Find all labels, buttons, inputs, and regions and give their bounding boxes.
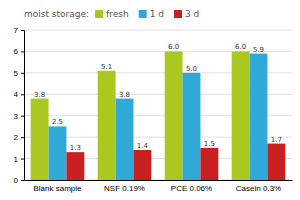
- data-label: 1.5: [204, 140, 215, 148]
- data-label: 6.0: [235, 43, 246, 51]
- legend-swatch: [95, 10, 103, 18]
- y-tick-label: 1: [14, 155, 19, 164]
- legend-label: 1 d: [150, 9, 164, 19]
- bar: [116, 99, 134, 180]
- bar: [200, 148, 218, 180]
- data-label: 3.8: [119, 91, 130, 99]
- data-label: 6.0: [168, 43, 179, 51]
- legend-swatch: [174, 10, 182, 18]
- x-axis-line: [25, 180, 293, 181]
- y-axis: 0 1 2 3 4 5 6 7: [14, 26, 25, 185]
- bar: [232, 51, 250, 180]
- grid-line: [24, 30, 292, 31]
- data-label: 5.9: [253, 46, 264, 54]
- x-tick: Blank sample: [33, 184, 82, 193]
- y-tick-label: 3: [14, 112, 19, 121]
- bar: [49, 126, 67, 180]
- y-axis-line: [21, 31, 25, 181]
- x-tick-label: PCE 0.06%: [171, 184, 212, 193]
- bar: [31, 99, 49, 180]
- y-tick: 3: [14, 112, 24, 121]
- data-label: 5.0: [186, 65, 197, 73]
- legend-label: fresh: [106, 9, 129, 19]
- y-tick-mark: [21, 51, 24, 52]
- grid: [24, 30, 292, 180]
- x-tick: PCE 0.06%: [171, 184, 212, 193]
- data-label: 1.3: [70, 144, 81, 152]
- chart-svg: 0 1 2 3 4 5 6 7 Blank sample NSF 0.19% PCE 0.06% Ca…: [0, 0, 300, 200]
- y-tick-label: 2: [14, 133, 19, 142]
- y-tick: 1: [14, 155, 24, 164]
- data-label: 1.7: [271, 136, 282, 144]
- y-tick-mark: [21, 180, 24, 181]
- y-tick-mark: [21, 159, 24, 160]
- y-tick-label: 5: [14, 69, 19, 78]
- data-label: 5.1: [101, 63, 112, 71]
- plot-area: 0 1 2 3 4 5 6 7 Blank sample NSF 0.19% PCE 0.06% Ca…: [14, 26, 293, 193]
- x-axis: Blank sample NSF 0.19% PCE 0.06% Casein 0.3…: [25, 181, 293, 193]
- legend-label: 3 d: [185, 9, 199, 19]
- bar: [98, 71, 116, 180]
- chart-container: 0 1 2 3 4 5 6 7 Blank sample NSF 0.19% PCE 0.06% Ca…: [0, 0, 300, 200]
- bar: [66, 152, 84, 180]
- bars: [31, 51, 286, 180]
- y-tick: 4: [14, 90, 24, 99]
- bar: [183, 73, 201, 180]
- y-tick-label: 0: [14, 176, 19, 185]
- y-tick: 5: [14, 69, 24, 78]
- x-tick-label: Blank sample: [33, 184, 82, 193]
- legend-swatch: [139, 10, 147, 18]
- y-tick-mark: [21, 116, 24, 117]
- y-tick-mark: [21, 73, 24, 74]
- data-label: 3.8: [34, 91, 45, 99]
- bar: [165, 51, 183, 180]
- y-tick-mark: [21, 137, 24, 138]
- y-tick: 7: [14, 26, 24, 35]
- grid-line: [24, 51, 292, 52]
- x-tick-label: NSF 0.19%: [104, 184, 145, 193]
- y-tick-mark: [21, 94, 24, 95]
- x-tick-label: Casein 0.3%: [236, 184, 281, 193]
- y-tick: 2: [14, 133, 24, 142]
- data-label: 1.4: [137, 142, 149, 150]
- bar: [250, 54, 268, 180]
- y-tick-label: 6: [14, 47, 19, 56]
- y-tick-label: 4: [14, 90, 19, 99]
- y-tick-label: 7: [14, 26, 19, 35]
- bar: [267, 144, 285, 180]
- bar: [133, 150, 151, 180]
- x-tick: Casein 0.3%: [236, 184, 281, 193]
- legend-title: moist storage:: [24, 9, 89, 19]
- y-tick: 0: [14, 176, 24, 185]
- y-tick-mark: [21, 30, 24, 31]
- y-tick: 6: [14, 47, 24, 56]
- data-labels: 3.8 5.1 6.0 6.0 2.5 3.8 5.0 5.9 1.3 1.4 1.5 1.7: [34, 43, 282, 152]
- legend: moist storage: fresh 1 d 3 d: [24, 9, 199, 19]
- data-label: 2.5: [52, 118, 63, 126]
- x-tick: NSF 0.19%: [104, 184, 145, 193]
